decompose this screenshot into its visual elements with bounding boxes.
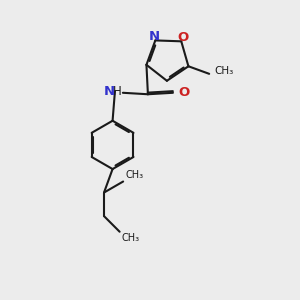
Text: H: H — [113, 85, 122, 98]
Text: CH₃: CH₃ — [125, 170, 144, 180]
Text: CH₃: CH₃ — [122, 233, 140, 243]
Text: N: N — [104, 85, 115, 98]
Text: N: N — [148, 30, 159, 43]
Text: O: O — [178, 86, 190, 99]
Text: CH₃: CH₃ — [214, 67, 234, 76]
Text: O: O — [177, 31, 188, 44]
